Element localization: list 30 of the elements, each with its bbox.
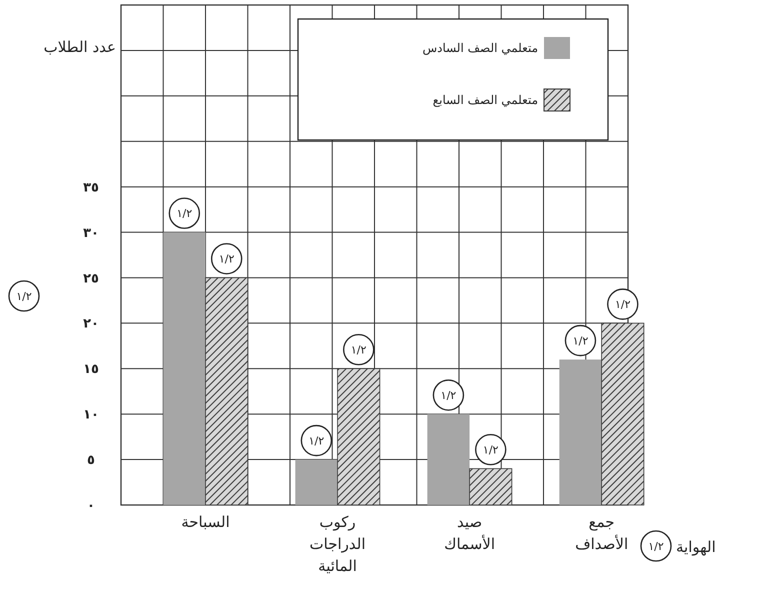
legend-label: متعلمي الصف السادس	[422, 41, 538, 56]
bar	[427, 414, 470, 505]
annotation: ١/٢	[572, 334, 588, 348]
y-axis-title: عدد الطلاب	[44, 38, 116, 56]
annotation: ١/٢	[176, 207, 192, 220]
y-tick-label: ٠	[87, 498, 95, 514]
annotation: ١/٢	[218, 252, 234, 266]
annotation: ١/٢	[482, 443, 499, 456]
annotation: ١/٢	[308, 434, 324, 448]
x-axis-title: الهواية	[676, 538, 716, 556]
y-tick-label: ٥	[87, 453, 96, 468]
x-tick-label: السباحة	[181, 513, 230, 531]
y-tick-label: ١٥	[83, 362, 99, 378]
text: ١/٢	[648, 540, 664, 553]
bar	[559, 360, 602, 505]
x-tick-label: جمع الأصداف	[575, 513, 628, 553]
bar	[295, 460, 338, 505]
y-tick-label: ٢٥	[83, 271, 99, 286]
y-tick-label: ٢٠	[83, 316, 99, 332]
y-tick-label: ٣٥	[83, 180, 99, 196]
y-tick-label: ١٠	[83, 408, 99, 423]
legend-label: متعلمي الصف السابع	[432, 93, 538, 108]
annotation: ١/٢	[440, 388, 456, 402]
bar	[163, 232, 206, 505]
x-tick-label: صيد الأسماك	[444, 513, 496, 553]
x-tick-label: ركوب الدراجات المائية	[310, 513, 366, 575]
annotation: ١/٢	[614, 298, 631, 312]
annotation: ١/٢	[350, 343, 367, 356]
text: ١/٢	[16, 290, 32, 303]
y-tick-label: ٣٠	[83, 226, 99, 241]
